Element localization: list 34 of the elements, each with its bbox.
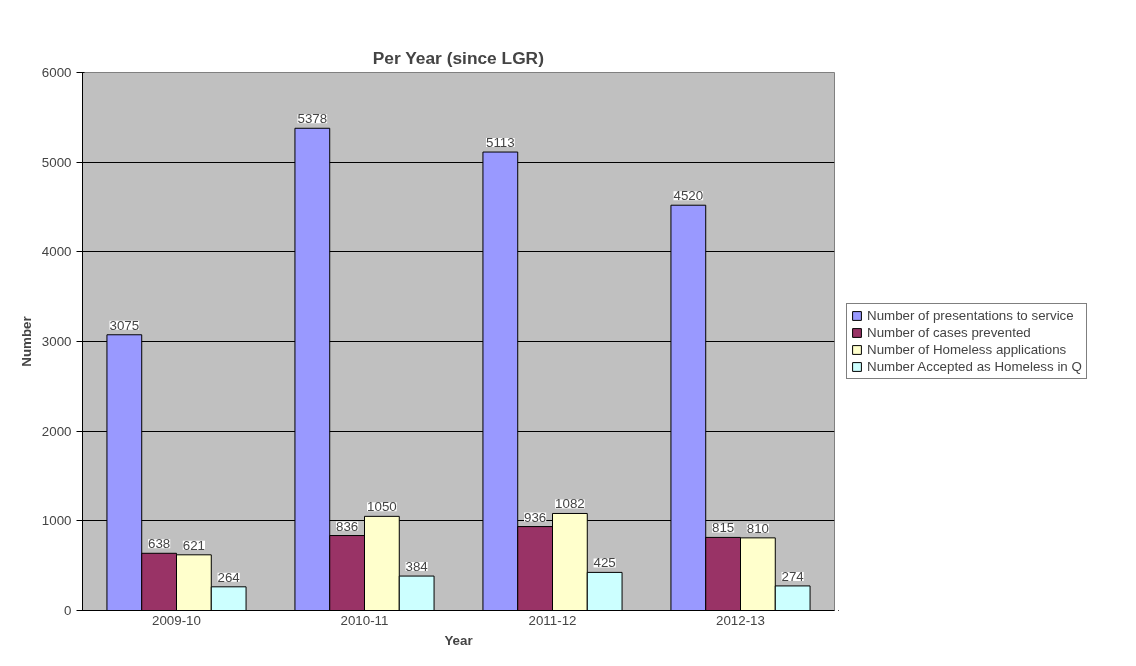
- data-label: 638: [147, 536, 171, 552]
- data-label: 810: [746, 520, 770, 536]
- data-label: 5113: [486, 135, 515, 151]
- chart-title: Per Year (since LGR): [372, 47, 544, 68]
- legend-label: Number of Homeless applications: [867, 342, 1067, 357]
- x-tick-label: 2012-13: [716, 612, 765, 628]
- y-tick-label: 6000: [41, 65, 72, 80]
- y-tick-label: 3000: [41, 334, 72, 349]
- x-axis-title: Year: [444, 632, 473, 648]
- data-label: 425: [593, 555, 616, 571]
- legend-label: Number Accepted as Homeless in Q: [867, 359, 1082, 374]
- data-label: 264: [217, 569, 241, 585]
- data-label: 836: [335, 518, 359, 534]
- data-label: 1050: [367, 499, 397, 515]
- y-axis-title: Number: [18, 316, 34, 367]
- data-label: 621: [182, 537, 206, 553]
- y-tick-label: 5000: [41, 154, 72, 170]
- legend-label: Number of presentations to service: [867, 308, 1074, 323]
- data-label: 274: [781, 568, 805, 584]
- y-tick-label: 2000: [41, 423, 72, 439]
- data-label: 936: [523, 509, 547, 525]
- y-tick-label: 1000: [41, 513, 72, 529]
- x-tick-label: 2011-12: [528, 612, 577, 628]
- data-label: 4520: [673, 188, 704, 204]
- y-tick-label: 0: [64, 603, 72, 618]
- data-label: 384: [405, 559, 429, 575]
- data-label: 815: [711, 520, 735, 536]
- data-label: 5378: [297, 111, 328, 127]
- x-tick-label: 2009-10: [152, 612, 201, 628]
- data-label: 3075: [109, 317, 140, 333]
- data-label: 1082: [555, 496, 585, 512]
- legend-label: Number of cases prevented: [867, 325, 1031, 340]
- y-tick-label: 4000: [41, 244, 72, 260]
- x-tick-label: 2010-11: [340, 612, 389, 628]
